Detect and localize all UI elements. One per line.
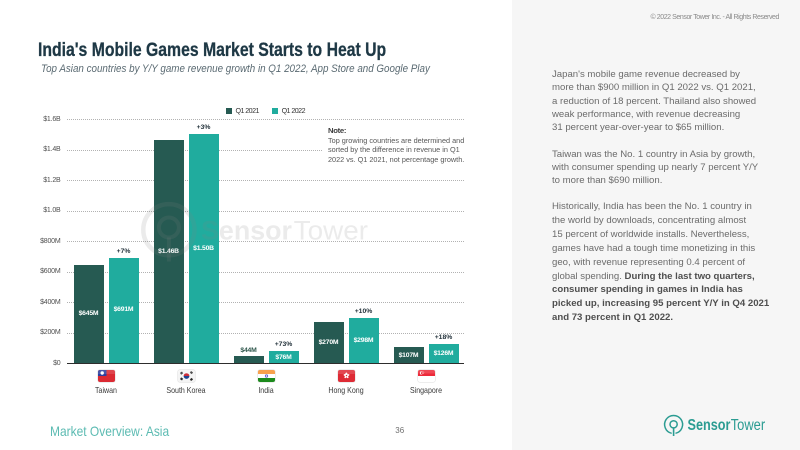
- svg-text:SensorTower: SensorTower: [201, 216, 368, 246]
- svg-text:SensorTower: SensorTower: [688, 417, 766, 434]
